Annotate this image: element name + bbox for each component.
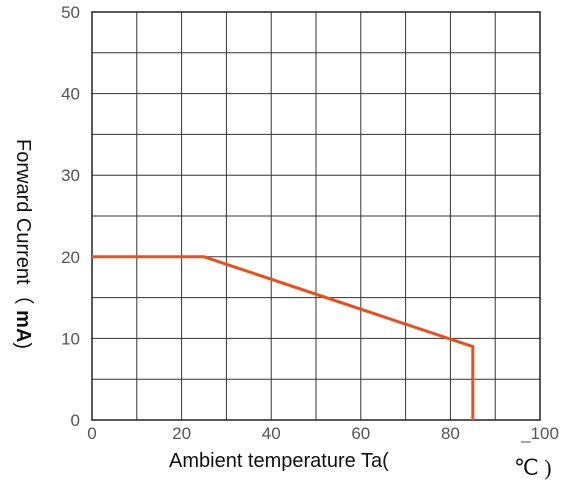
y-tick-labels: 0 10 20 30 40 50 (61, 3, 80, 430)
x-tick-label: 80 (441, 424, 460, 443)
x-tick-label: 0 (87, 424, 96, 443)
y-axis-label: Forward Current（ mA) (12, 139, 35, 349)
x-axis-label: Ambient temperature Ta( (169, 450, 389, 472)
y-axis-label-close: ) (12, 342, 34, 349)
x-tick-label: 20 (172, 424, 191, 443)
x-tick-labels: 0 20 40 60 80 _100 (87, 424, 559, 443)
y-tick-label: 0 (71, 411, 80, 430)
y-tick-label: 50 (61, 3, 80, 22)
y-axis-label-main: Forward Current（ (12, 139, 35, 310)
x-tick-label: _100 (520, 424, 559, 443)
derating-curve (92, 255, 475, 420)
y-tick-label: 40 (61, 85, 80, 104)
plot-frame (91, 11, 541, 421)
grid-lines (92, 12, 540, 420)
series-group (92, 255, 475, 420)
y-axis-label-unit: mA (12, 310, 34, 342)
y-tick-label: 10 (61, 329, 80, 348)
x-axis-unit: ℃ ) (514, 455, 552, 480)
y-tick-label: 30 (61, 166, 80, 185)
x-tick-label: 40 (262, 424, 281, 443)
x-tick-label: 60 (351, 424, 370, 443)
y-tick-label: 20 (61, 248, 80, 267)
